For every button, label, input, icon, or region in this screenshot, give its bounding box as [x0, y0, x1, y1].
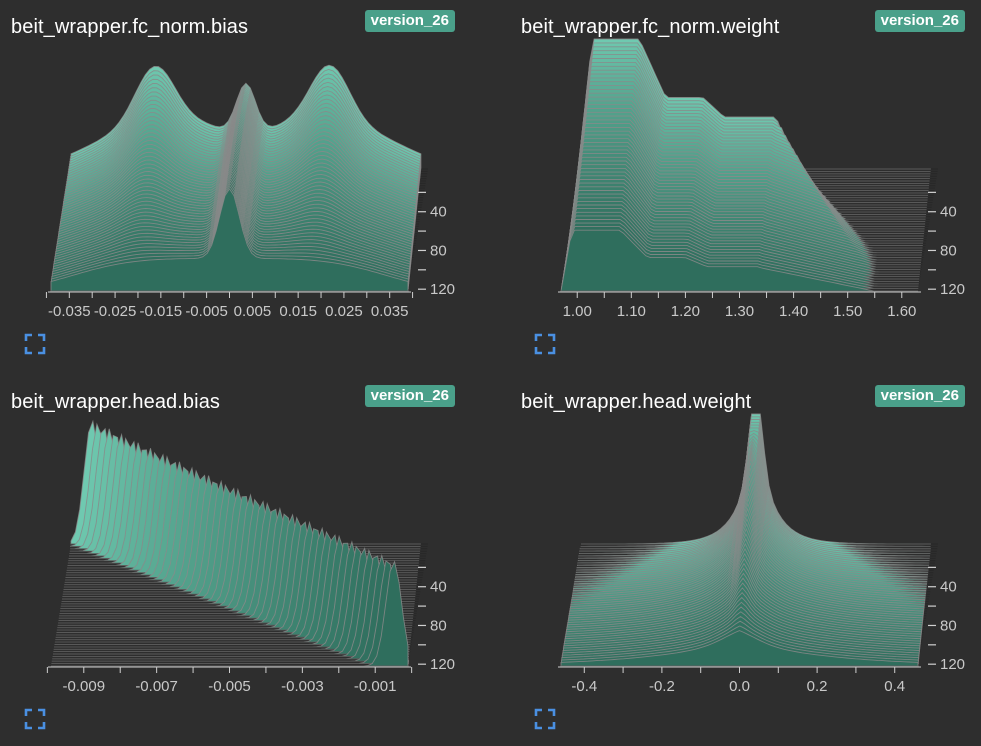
y-tick-label: 80	[430, 617, 447, 634]
histogram-slices	[560, 413, 938, 667]
y-tick-label: 80	[940, 242, 957, 259]
y-tick-label: 40	[940, 579, 957, 596]
y-axis: 40 80 120	[418, 566, 455, 673]
x-tick-label: -0.2	[649, 678, 675, 695]
histogram-plot: -0.4 -0.2 0.0 0.2 0.4 40 80 120	[558, 413, 965, 695]
y-tick-label: 120	[430, 281, 455, 298]
y-tick-label: 40	[940, 204, 957, 221]
x-tick-label: 0.025	[325, 303, 363, 320]
histogram-card: beit_wrapper.head.bias version_26 -0.009…	[0, 375, 470, 745]
y-axis: 40 80 120	[928, 191, 965, 298]
x-tick-label: 1.30	[725, 303, 754, 320]
fullscreen-icon[interactable]	[24, 708, 46, 730]
histogram-slice	[560, 229, 918, 292]
x-tick-label: 0.015	[279, 303, 317, 320]
run-badge: version_26	[874, 10, 965, 32]
chart-title: beit_wrapper.fc_norm.weight	[521, 16, 780, 38]
histogram-plot: 1.00 1.10 1.20 1.30 1.40 1.50 1.60 40 80 120	[558, 38, 965, 320]
x-tick-label: 0.2	[807, 678, 828, 695]
histogram-plot: -0.009 -0.007 -0.005 -0.003 -0.001 40 80 120	[46, 419, 455, 695]
chart-title: beit_wrapper.fc_norm.bias	[11, 16, 249, 38]
x-tick-label: 0.035	[371, 303, 409, 320]
histogram-slice	[51, 560, 409, 667]
x-tick-label: -0.009	[63, 678, 106, 695]
y-axis: 40 80 120	[928, 566, 965, 673]
x-tick-label: 0.0	[729, 678, 750, 695]
y-tick-label: 120	[940, 281, 965, 298]
y-tick-label: 120	[940, 656, 965, 673]
x-tick-label: 0.4	[884, 678, 905, 695]
y-tick-label: 40	[430, 204, 447, 221]
histogram-slices	[560, 38, 938, 292]
run-badge: version_26	[364, 385, 455, 407]
run-badge: version_26	[364, 10, 455, 32]
histogram-card: beit_wrapper.fc_norm.bias version_26 -0.…	[0, 0, 470, 370]
y-tick-label: 120	[430, 656, 455, 673]
histogram-slice	[51, 559, 409, 665]
x-tick-label: 0.005	[234, 303, 272, 320]
fullscreen-icon[interactable]	[24, 333, 46, 355]
x-tick-label: -0.025	[94, 303, 137, 320]
histogram-slices	[51, 419, 428, 667]
x-tick-label: -0.003	[281, 678, 324, 695]
histogram-card: beit_wrapper.fc_norm.weight version_26 1…	[510, 0, 980, 370]
histogram-card: beit_wrapper.head.weight version_26 -0.4…	[510, 375, 980, 745]
x-tick-label: -0.015	[140, 303, 183, 320]
x-tick-label: -0.4	[571, 678, 597, 695]
x-tick-label: 1.60	[887, 303, 916, 320]
histogram-slice	[50, 188, 409, 292]
histogram-slices	[50, 64, 428, 292]
x-tick-label: 1.00	[563, 303, 592, 320]
x-axis: 1.00 1.10 1.20 1.30 1.40 1.50 1.60	[558, 291, 921, 320]
fullscreen-icon[interactable]	[534, 333, 556, 355]
x-tick-label: -0.005	[185, 303, 228, 320]
x-axis: -0.009 -0.007 -0.005 -0.003 -0.001	[46, 666, 413, 695]
x-axis: -0.035 -0.025 -0.015 -0.005 0.005 0.015 0.025 0…	[45, 291, 414, 320]
x-axis: -0.4 -0.2 0.0 0.2 0.4	[558, 666, 921, 695]
chart-title: beit_wrapper.head.weight	[521, 391, 752, 413]
x-tick-label: 1.50	[833, 303, 862, 320]
y-tick-label: 80	[940, 617, 957, 634]
fullscreen-icon[interactable]	[534, 708, 556, 730]
histogram-slice	[560, 630, 919, 667]
x-tick-label: 1.40	[779, 303, 808, 320]
x-tick-label: -0.035	[48, 303, 91, 320]
x-tick-label: 1.20	[671, 303, 700, 320]
y-tick-label: 40	[430, 579, 447, 596]
x-tick-label: 1.10	[617, 303, 646, 320]
histogram-plot: -0.035 -0.025 -0.015 -0.005 0.005 0.015 0.025 0…	[45, 64, 455, 320]
y-tick-label: 80	[430, 242, 447, 259]
x-tick-label: -0.005	[208, 678, 251, 695]
run-badge: version_26	[874, 385, 965, 407]
histogram-slice	[53, 540, 410, 650]
y-axis: 40 80 120	[418, 191, 455, 298]
chart-title: beit_wrapper.head.bias	[11, 391, 221, 413]
x-tick-label: -0.001	[354, 678, 397, 695]
x-tick-label: -0.007	[135, 678, 178, 695]
